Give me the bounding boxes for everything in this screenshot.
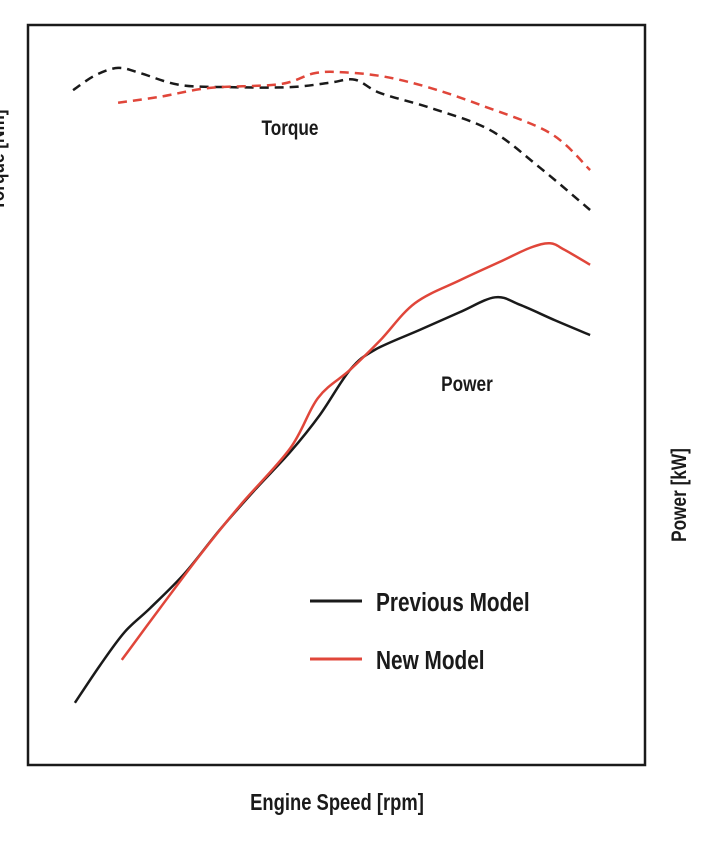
legend-label-previous: Previous Model: [376, 588, 530, 617]
legend: Previous Model New Model: [310, 588, 530, 675]
right-axis-label: Power [kW]: [669, 448, 692, 542]
series-line-new-model-power: [120, 242, 591, 661]
series-line-previous-model-torque: [72, 66, 591, 211]
plot-frame: [26, 23, 647, 767]
series-layer: [72, 66, 591, 704]
series-line-previous-model-power: [73, 295, 591, 704]
torque-annotation: Torque: [261, 118, 318, 141]
x-axis-label: Engine Speed [rpm]: [250, 790, 424, 815]
series-line-new-model-torque: [117, 70, 591, 171]
power-annotation: Power: [441, 374, 493, 397]
legend-label-new: New Model: [376, 646, 485, 675]
left-axis-label: Torque [Nm]: [0, 110, 9, 211]
